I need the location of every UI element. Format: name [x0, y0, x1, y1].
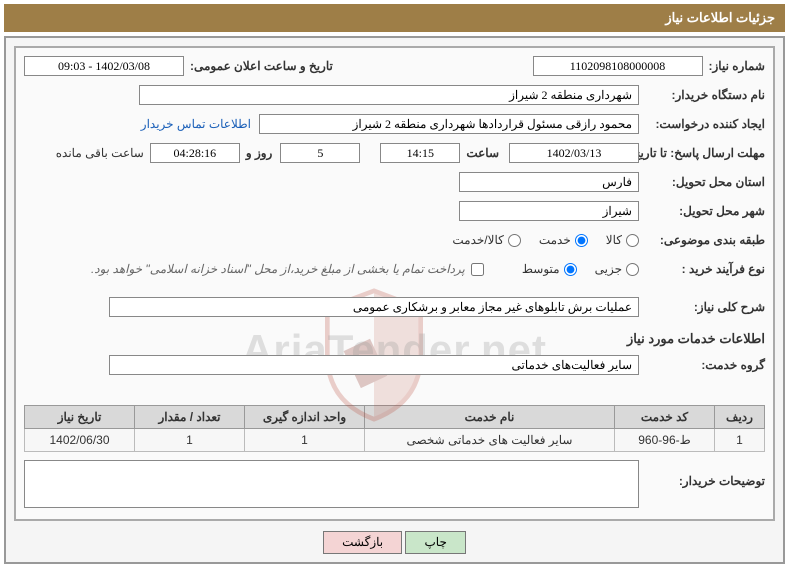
need-number-label: شماره نیاز: — [709, 59, 765, 73]
cell-unit: 1 — [245, 429, 365, 452]
radio-service-input[interactable] — [575, 234, 588, 247]
category-label: طبقه بندی موضوعی: — [645, 233, 765, 247]
payment-checkbox[interactable] — [471, 263, 484, 276]
cell-code: ط-96-960 — [615, 429, 715, 452]
days-and-label: روز و — [246, 146, 273, 160]
city-label: شهر محل تحویل: — [645, 204, 765, 218]
service-group-field[interactable] — [109, 355, 639, 375]
radio-medium-label: متوسط — [522, 262, 560, 276]
form-panel: شماره نیاز: تاریخ و ساعت اعلان عمومی: نا… — [14, 46, 775, 521]
th-row: ردیف — [715, 406, 765, 429]
cell-date: 1402/06/30 — [25, 429, 135, 452]
print-button[interactable]: چاپ — [405, 531, 465, 554]
requester-label: ایجاد کننده درخواست: — [645, 117, 765, 131]
th-qty: تعداد / مقدار — [135, 406, 245, 429]
remaining-time-field[interactable] — [150, 143, 240, 163]
contact-link[interactable]: اطلاعات تماس خریدار — [141, 117, 251, 131]
province-label: استان محل تحویل: — [645, 175, 765, 189]
radio-service-label: خدمت — [539, 233, 571, 247]
button-row: چاپ بازگشت — [14, 531, 775, 554]
public-date-label: تاریخ و ساعت اعلان عمومی: — [190, 59, 333, 73]
city-field[interactable] — [459, 201, 639, 221]
province-field[interactable] — [459, 172, 639, 192]
payment-note-text: پرداخت تمام یا بخشی از مبلغ خرید،از محل … — [91, 262, 465, 276]
process-label: نوع فرآیند خرید : — [645, 262, 765, 276]
desc-field[interactable] — [109, 297, 639, 317]
radio-goods-service-input[interactable] — [508, 234, 521, 247]
service-group-label: گروه خدمت: — [645, 358, 765, 372]
remaining-label: ساعت باقی مانده — [56, 146, 144, 160]
services-info-title: اطلاعات خدمات مورد نیاز — [24, 331, 765, 347]
th-date: تاریخ نیاز — [25, 406, 135, 429]
cell-row: 1 — [715, 429, 765, 452]
radio-goods-service-label: کالا/خدمت — [452, 233, 503, 247]
radio-goods-label: کالا — [606, 233, 622, 247]
buyer-org-label: نام دستگاه خریدار: — [645, 88, 765, 102]
page-header: جزئیات اطلاعات نیاز — [4, 4, 785, 32]
th-code: کد خدمت — [615, 406, 715, 429]
radio-partial[interactable]: جزیی — [595, 262, 639, 276]
radio-goods-service[interactable]: کالا/خدمت — [452, 233, 520, 247]
radio-goods-input[interactable] — [626, 234, 639, 247]
radio-goods[interactable]: کالا — [606, 233, 639, 247]
notes-textarea[interactable] — [24, 460, 639, 508]
radio-medium-input[interactable] — [564, 263, 577, 276]
page-title: جزئیات اطلاعات نیاز — [665, 10, 775, 25]
time-label: ساعت — [466, 146, 499, 160]
cell-name: سایر فعالیت های خدماتی شخصی — [365, 429, 615, 452]
requester-field[interactable] — [259, 114, 639, 134]
back-button[interactable]: بازگشت — [323, 531, 402, 554]
cell-qty: 1 — [135, 429, 245, 452]
days-field[interactable] — [280, 143, 360, 163]
radio-partial-label: جزیی — [595, 262, 622, 276]
deadline-label: مهلت ارسال پاسخ: تا تاریخ: — [645, 146, 765, 160]
buyer-org-field[interactable] — [139, 85, 639, 105]
table-row: 1 ط-96-960 سایر فعالیت های خدماتی شخصی 1… — [25, 429, 765, 452]
desc-label: شرح کلی نیاز: — [645, 300, 765, 314]
public-date-field[interactable] — [24, 56, 184, 76]
deadline-date-field[interactable] — [509, 143, 639, 163]
need-number-field[interactable] — [533, 56, 703, 76]
deadline-time-field[interactable] — [380, 143, 460, 163]
radio-partial-input[interactable] — [626, 263, 639, 276]
notes-label: توضیحات خریدار: — [645, 460, 765, 488]
main-panel: شماره نیاز: تاریخ و ساعت اعلان عمومی: نا… — [4, 36, 785, 564]
radio-service[interactable]: خدمت — [539, 233, 588, 247]
payment-note-check[interactable]: پرداخت تمام یا بخشی از مبلغ خرید،از محل … — [91, 262, 484, 276]
radio-medium[interactable]: متوسط — [522, 262, 577, 276]
